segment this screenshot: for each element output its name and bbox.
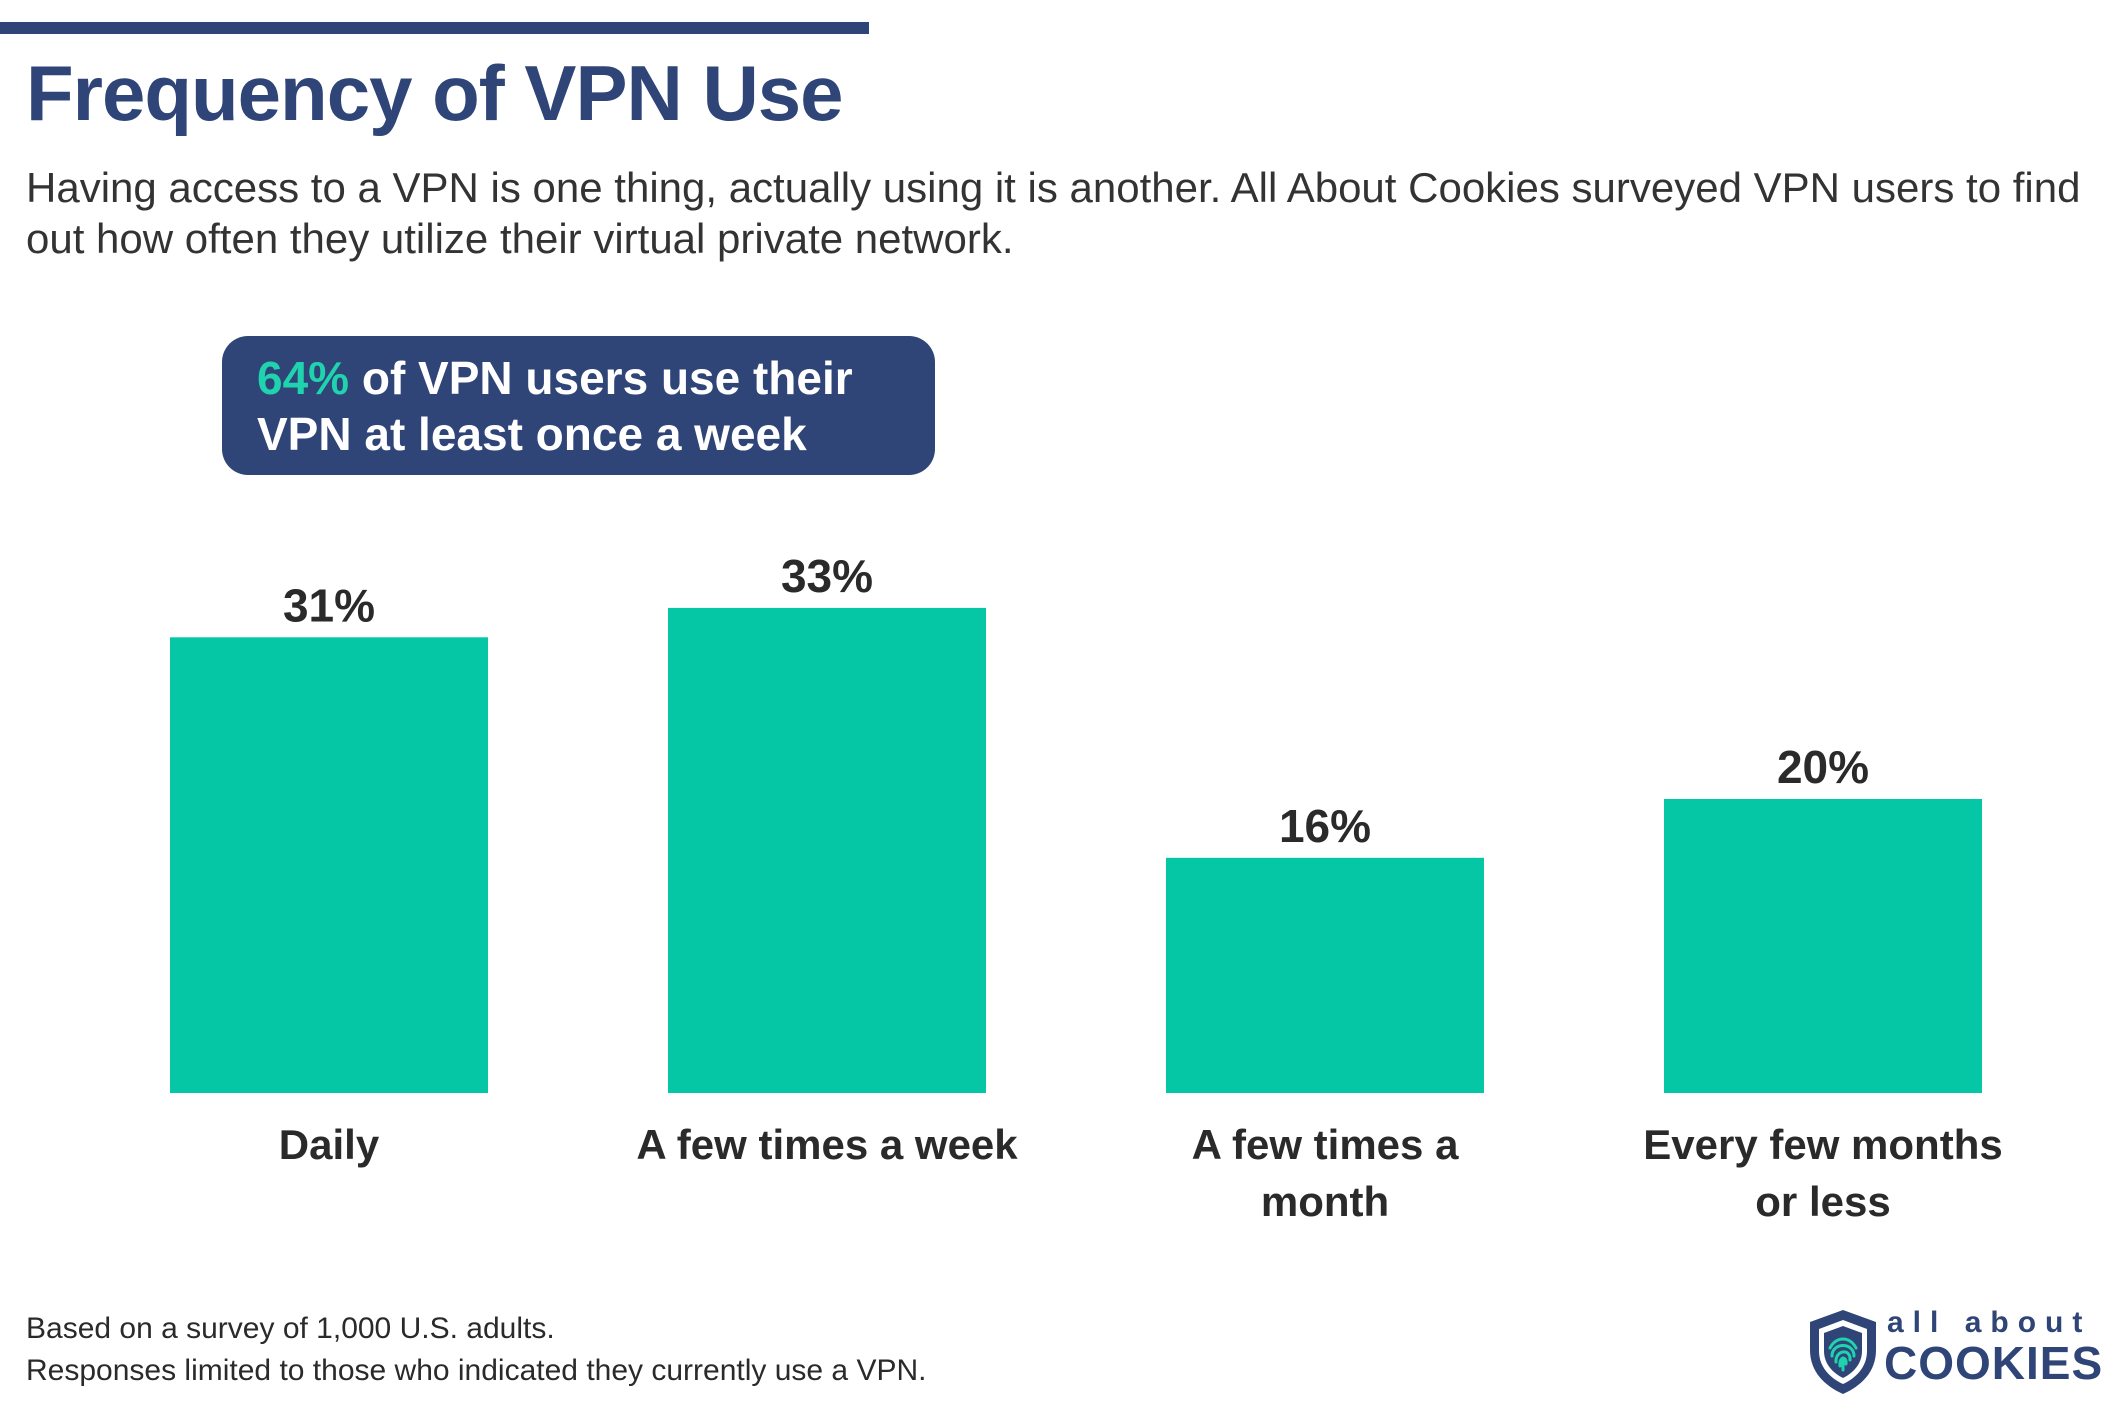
category-label-line: or less: [1755, 1178, 1890, 1225]
footnote-line1: Based on a survey of 1,000 U.S. adults.: [26, 1312, 555, 1345]
bar-1: [170, 637, 488, 1093]
page-title: Frequency of VPN Use: [26, 49, 844, 137]
category-label-line: Every few months: [1643, 1121, 2002, 1168]
category-label-1: Daily: [279, 1121, 380, 1168]
category-label-3: A few times a month: [1192, 1121, 1460, 1225]
footnote-line2: Responses limited to those who indicated…: [26, 1354, 927, 1387]
category-label-line: A few times a week: [636, 1121, 1018, 1168]
callout-box: 64% of VPN users use their VPN at least …: [222, 336, 935, 475]
category-label-4: Every few months or less: [1643, 1121, 2002, 1225]
bar-3: [1166, 857, 1484, 1093]
data-label-4: 20%: [1777, 741, 1869, 793]
brand-logo: all about COOKIES: [1806, 1306, 2106, 1398]
category-label-line: Daily: [279, 1121, 380, 1168]
shield-fingerprint-icon: [1810, 1310, 1876, 1394]
data-label-2: 33%: [781, 550, 873, 602]
callout-text-line1: of VPN users use their: [349, 352, 853, 404]
bar-2: [668, 607, 986, 1093]
bar-chart: 31% Daily 33% A few times a week 16% A few ti…: [170, 550, 2003, 1225]
bar-4: [1664, 799, 1982, 1093]
logo-text-top: all about: [1887, 1306, 2092, 1339]
top-accent-rule: [0, 22, 869, 34]
logo-text-main: COOKIES: [1884, 1337, 2104, 1389]
category-label-line: month: [1261, 1178, 1389, 1225]
category-label-line: A few times a: [1192, 1121, 1460, 1168]
callout-text-line2: VPN at least once a week: [257, 408, 807, 460]
category-label-2: A few times a week: [636, 1121, 1018, 1168]
callout-highlight: 64%: [257, 352, 350, 404]
page-subtitle: Having access to a VPN is one thing, act…: [26, 164, 2081, 262]
data-label-3: 16%: [1279, 800, 1371, 852]
data-label-1: 31%: [283, 579, 375, 631]
footnote: Based on a survey of 1,000 U.S. adults. …: [26, 1308, 926, 1392]
